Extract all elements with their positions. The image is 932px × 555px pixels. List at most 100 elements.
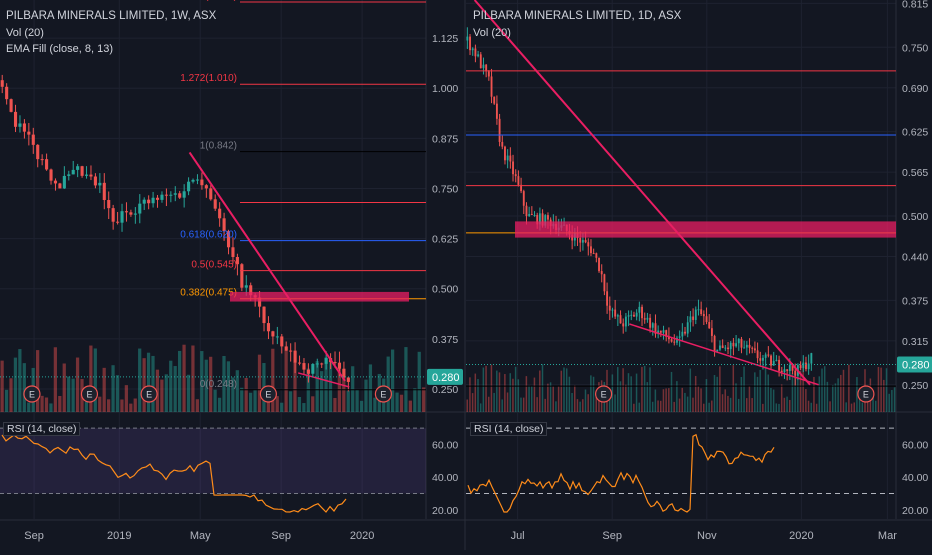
left-candle xyxy=(204,185,208,189)
right-volume-bar xyxy=(555,401,557,412)
left-candle xyxy=(195,179,200,181)
right-volume-bar xyxy=(697,386,700,412)
left-candle xyxy=(45,159,49,170)
left-volume-bar xyxy=(395,392,399,412)
left-volume-bar xyxy=(173,366,177,412)
left-volume-bar xyxy=(386,356,390,412)
left-candle xyxy=(324,358,328,364)
left-time-tick: Sep xyxy=(24,530,44,542)
left-volume-bar xyxy=(244,377,248,412)
left-price-tick: 0.250 xyxy=(432,384,458,396)
left-volume-bar xyxy=(155,369,160,412)
left-volume-bar xyxy=(160,379,164,412)
right-candle xyxy=(729,342,732,350)
right-volume-bar xyxy=(506,392,509,412)
left-volume-bar xyxy=(293,362,297,412)
left-candle xyxy=(191,179,195,182)
right-candle xyxy=(732,342,735,347)
right-volume-bar xyxy=(541,364,544,412)
left-earnings-label: E xyxy=(380,390,386,400)
right-candle xyxy=(600,271,603,275)
left-time-tick: 2020 xyxy=(350,530,374,542)
right-candle xyxy=(469,36,471,51)
right-volume-bar xyxy=(477,379,479,412)
right-price-tick: 0.625 xyxy=(902,127,928,139)
right-volume-bar xyxy=(853,402,855,412)
right-volume-bar xyxy=(703,403,705,412)
right-volume-bar xyxy=(721,394,724,412)
right-volume-bar xyxy=(595,396,597,412)
left-candle xyxy=(178,193,182,198)
left-fib-label: 1.618(1.215) xyxy=(180,0,237,2)
right-candle xyxy=(705,316,708,323)
left-candle xyxy=(306,369,310,374)
left-candle xyxy=(98,182,102,186)
right-volume-bar xyxy=(514,366,517,412)
right-candle xyxy=(471,48,474,51)
right-candle xyxy=(495,103,498,119)
left-volume-bar xyxy=(373,397,377,412)
right-volume-bar xyxy=(565,368,568,412)
right-candle xyxy=(482,64,485,69)
left-candle xyxy=(315,363,319,365)
right-volume-bar xyxy=(471,393,474,412)
left-volume-bar xyxy=(311,396,315,412)
right-candle xyxy=(579,237,582,243)
left-volume-bar xyxy=(328,359,333,412)
right-volume-bar xyxy=(520,397,522,412)
right-volume-bar xyxy=(490,364,493,412)
left-volume-bar xyxy=(49,403,53,412)
left-candle xyxy=(182,191,186,198)
left-price-tick: 0.875 xyxy=(432,133,458,145)
right-volume-bar xyxy=(783,397,786,412)
left-volume-bar xyxy=(204,359,208,412)
right-volume-bar xyxy=(635,373,638,412)
left-volume-bar xyxy=(200,351,204,412)
right-volume-bar xyxy=(563,367,565,412)
left-fib-label: 1(0.842) xyxy=(200,141,237,152)
right-candle xyxy=(630,314,633,316)
right-volume-bar xyxy=(797,377,799,412)
right-candle xyxy=(606,291,609,306)
left-volume-bar xyxy=(115,375,120,412)
left-candle xyxy=(76,166,80,170)
right-volume-bar xyxy=(678,398,681,412)
left-volume-bar xyxy=(324,357,328,412)
right-candle xyxy=(616,315,619,317)
right-volume-bar xyxy=(748,386,751,412)
right-candle xyxy=(762,357,764,361)
left-volume-bar xyxy=(124,385,128,412)
left-volume-bar xyxy=(368,364,373,412)
left-volume-bar xyxy=(391,349,395,412)
right-volume-bar xyxy=(856,377,858,412)
right-candle xyxy=(520,184,523,192)
right-candle xyxy=(638,306,641,313)
left-price-tick: 0.750 xyxy=(432,183,458,195)
right-candle xyxy=(477,54,480,57)
left-volume-bar xyxy=(13,357,18,412)
left-price-tick: 0.500 xyxy=(432,284,458,296)
left-volume-bar xyxy=(107,399,111,412)
right-candle xyxy=(716,349,719,352)
right-volume-bar xyxy=(665,388,667,412)
left-volume-bar xyxy=(120,399,124,412)
right-candle xyxy=(727,347,729,350)
left-earnings-label: E xyxy=(86,390,92,400)
right-volume-bar xyxy=(826,381,829,412)
left-volume-bar xyxy=(355,389,359,412)
left-volume-bar xyxy=(209,356,213,412)
left-candle xyxy=(209,188,213,200)
right-volume-bar xyxy=(517,379,520,412)
left-rsi-tick: 20.00 xyxy=(432,505,458,517)
right-volume-bar xyxy=(689,368,692,412)
left-volume-bar xyxy=(4,389,9,412)
left-earnings-label: E xyxy=(29,390,35,400)
right-candle xyxy=(662,330,665,333)
right-volume-bar xyxy=(875,400,877,412)
right-volume-bar xyxy=(861,402,864,412)
left-candle xyxy=(311,364,315,374)
right-volume-bar xyxy=(651,401,654,412)
left-price-tick: 0.375 xyxy=(432,334,458,346)
right-candle xyxy=(525,205,528,217)
